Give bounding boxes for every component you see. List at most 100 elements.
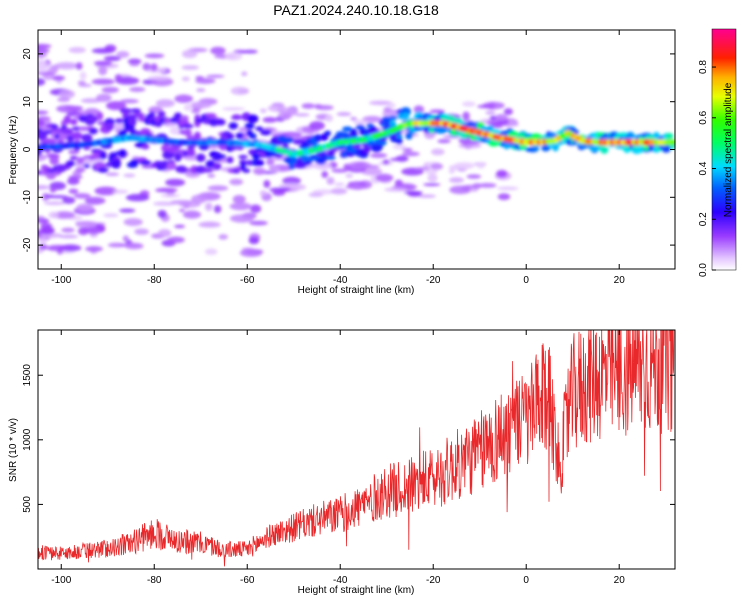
heatmap-noise-blob xyxy=(213,205,222,214)
heatmap-noise-blob xyxy=(218,234,229,240)
colorbar-tick-label: 0.2 xyxy=(698,212,709,226)
colorbar-tick-label: 0.6 xyxy=(698,110,709,124)
heatmap-noise-blob xyxy=(94,186,118,196)
heatmap-noise-blob xyxy=(207,173,216,178)
heatmap-noise-blob xyxy=(107,242,125,248)
heatmap-noise-blob xyxy=(93,60,113,66)
heatmap-noise-blob xyxy=(389,157,400,162)
heatmap-band-blob xyxy=(61,128,73,135)
heatmap-noise-blob xyxy=(123,218,143,227)
heatmap-noise-blob xyxy=(206,74,225,78)
heatmap-noise-blob xyxy=(229,214,254,223)
heatmap-noise-blob xyxy=(43,201,66,206)
y-tick-label: 1000 xyxy=(22,428,33,451)
heatmap-noise-blob xyxy=(38,185,51,190)
heatmap-noise-blob xyxy=(249,220,268,226)
heatmap-band-blob xyxy=(229,145,238,151)
heatmap-noise-blob xyxy=(160,193,181,198)
heatmap-band-blob xyxy=(235,132,244,140)
x-tick-label: -40 xyxy=(333,275,348,286)
heatmap-noise-blob xyxy=(104,44,117,53)
heatmap-band-blob xyxy=(379,140,387,146)
heatmap-band-blob xyxy=(69,155,78,160)
x-tick-label: 0 xyxy=(523,275,529,286)
heatmap-noise-blob xyxy=(282,176,301,185)
heatmap-band-blob xyxy=(201,168,214,173)
heatmap-noise-blob xyxy=(191,194,207,204)
heatmap-noise-blob xyxy=(401,151,420,157)
heatmap-noise-blob xyxy=(462,111,470,121)
heatmap-noise-blob xyxy=(242,49,258,54)
heatmap-noise-blob xyxy=(73,193,91,199)
heatmap-noise-blob xyxy=(134,228,149,235)
heatmap-noise-blob xyxy=(116,50,130,58)
heatmap-noise-blob xyxy=(250,204,262,213)
heatmap-noise-blob xyxy=(75,221,97,229)
heatmap-noise-blob xyxy=(38,110,49,115)
heatmap-band-blob xyxy=(195,153,206,162)
heatmap-noise-blob xyxy=(38,71,56,76)
heatmap-noise-blob xyxy=(68,175,83,179)
heatmap-noise-blob xyxy=(129,86,146,92)
heatmap-noise-blob xyxy=(91,78,115,85)
heatmap-band-blob xyxy=(321,153,328,163)
heatmap-noise-blob xyxy=(496,169,508,178)
heatmap-noise-blob xyxy=(331,168,349,173)
heatmap-noise-blob xyxy=(77,80,86,85)
heatmap-noise-blob xyxy=(277,112,293,120)
figure-title: PAZ1.2024.240.10.18.G18 xyxy=(273,2,439,18)
x-tick-label: 0 xyxy=(523,575,529,586)
heatmap-band-blob xyxy=(635,144,645,153)
heatmap-noise-blob xyxy=(461,138,470,146)
heatmap-noise-blob xyxy=(174,224,186,229)
heatmap-band-blob xyxy=(600,145,609,154)
spectrogram-x-label: Height of straight line (km) xyxy=(298,285,415,296)
heatmap-noise-blob xyxy=(38,248,44,254)
heatmap-noise-blob xyxy=(43,139,59,144)
heatmap-noise-blob xyxy=(271,133,290,137)
heatmap-noise-blob xyxy=(321,170,329,179)
heatmap-noise-blob xyxy=(490,123,503,129)
heatmap-noise-blob xyxy=(78,83,92,87)
heatmap-noise-blob xyxy=(119,208,136,213)
heatmap-band-blob xyxy=(479,126,488,132)
heatmap-noise-blob xyxy=(345,184,370,190)
heatmap-band-blob xyxy=(119,149,126,156)
heatmap-noise-blob xyxy=(239,248,263,257)
heatmap-noise-blob xyxy=(476,161,486,169)
heatmap-noise-blob xyxy=(178,208,185,212)
snr-y-label: SNR (10 * v/v) xyxy=(8,418,19,482)
heatmap-band-blob xyxy=(665,132,674,140)
heatmap-band-blob xyxy=(212,162,222,171)
heatmap-noise-blob xyxy=(350,117,357,121)
heatmap-noise-blob xyxy=(424,168,438,175)
heatmap-noise-blob xyxy=(174,94,194,104)
heatmap-noise-blob xyxy=(503,108,513,116)
x-tick-label: 20 xyxy=(614,575,626,586)
heatmap-noise-blob xyxy=(263,179,271,188)
heatmap-band-blob xyxy=(342,126,353,132)
heatmap-band-blob xyxy=(186,149,196,157)
spectrogram-blobs xyxy=(38,43,675,257)
heatmap-noise-blob xyxy=(165,178,186,187)
heatmap-noise-blob xyxy=(79,71,87,80)
heatmap-noise-blob xyxy=(61,227,75,233)
heatmap-band-blob xyxy=(83,163,91,169)
heatmap-noise-blob xyxy=(181,76,190,82)
heatmap-noise-blob xyxy=(382,159,390,165)
heatmap-noise-blob xyxy=(336,112,352,117)
heatmap-band-blob xyxy=(326,155,336,161)
heatmap-noise-blob xyxy=(76,203,94,212)
heatmap-noise-blob xyxy=(237,89,250,94)
heatmap-noise-blob xyxy=(259,190,268,197)
x-tick-label: -80 xyxy=(147,575,162,586)
heatmap-noise-blob xyxy=(58,89,75,99)
heatmap-noise-blob xyxy=(51,75,66,81)
heatmap-noise-blob xyxy=(84,196,106,205)
snr-y-ticks: 500 1000 1500 xyxy=(22,364,675,513)
heatmap-band-blob xyxy=(48,154,60,159)
colorbar-gradient xyxy=(711,28,737,271)
heatmap-noise-blob xyxy=(198,221,221,228)
heatmap-noise-blob xyxy=(144,53,165,59)
